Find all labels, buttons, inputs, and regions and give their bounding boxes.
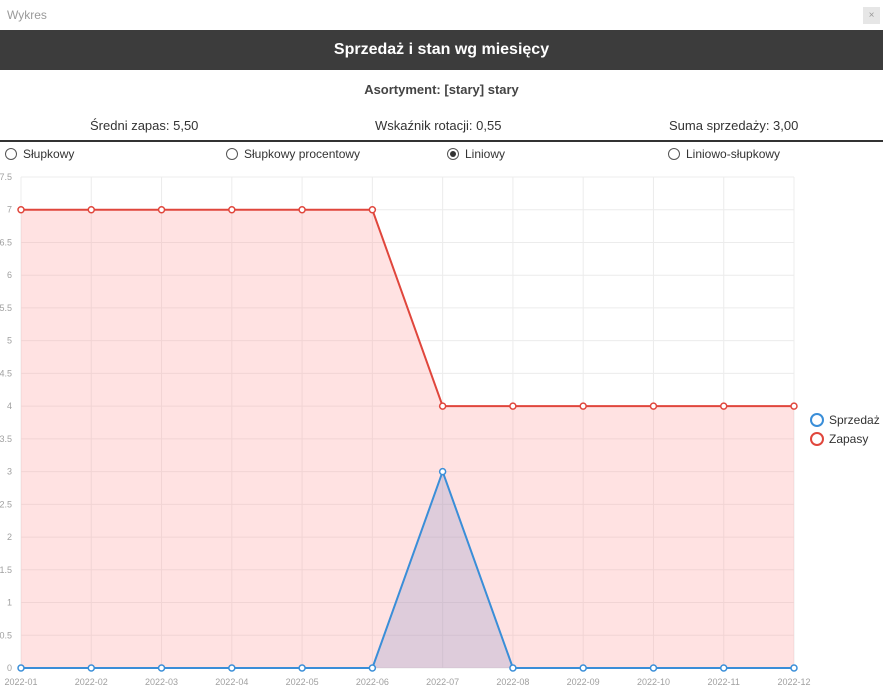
series-stock-point — [87, 205, 96, 214]
series-sales-point — [790, 664, 798, 672]
radio-line-bar-label: Liniowo-słupkowy — [686, 147, 781, 161]
y-tick-label: 2 — [7, 532, 12, 542]
y-tick-label: 3.5 — [0, 434, 12, 444]
series-stock-point — [649, 402, 658, 410]
radio-line-bar-dot[interactable] — [668, 148, 680, 160]
divider — [0, 140, 883, 142]
x-tick-label: 2022-08 — [496, 677, 529, 687]
series-sales-point — [157, 664, 166, 672]
chart-header: Sprzedaż i stan wg miesięcy — [0, 30, 883, 70]
close-icon[interactable]: × — [863, 7, 880, 24]
series-sales-point — [579, 664, 587, 672]
stats-row: Średni zapas: 5,50 Wskaźnik rotacji: 0,5… — [0, 118, 883, 136]
x-tick-label: 2022-09 — [567, 677, 600, 687]
y-tick-label: 0.5 — [0, 630, 12, 640]
x-tick-label: 2022-07 — [426, 677, 459, 687]
line-chart: 0 0.5 1 1.5 2 2.5 3 3.5 4 4.5 5 5.5 6 6.5 7 7.5 2022-01 2… — [0, 172, 880, 687]
radio-bar-label: Słupkowy — [23, 147, 75, 161]
series-sales-point — [298, 664, 306, 672]
series-sales-point — [438, 467, 447, 476]
x-tick-label: 2022-03 — [145, 677, 178, 687]
series-stock-point — [719, 402, 728, 410]
y-tick-label: 3 — [7, 467, 12, 477]
radio-bar[interactable]: Słupkowy — [5, 147, 74, 161]
radio-line[interactable]: Liniowy — [447, 147, 505, 161]
window-title: Wykres — [7, 8, 47, 22]
legend-marker — [810, 413, 824, 427]
x-tick-label: 2022-04 — [215, 677, 248, 687]
series-sales-point — [649, 664, 658, 672]
x-tick-label: 2022-06 — [356, 677, 389, 687]
radio-bar-dot[interactable] — [5, 148, 17, 160]
series-stock-point — [438, 402, 447, 410]
series-sales-line — [21, 468, 794, 669]
y-tick-label: 4.5 — [0, 368, 12, 378]
series-stock-point — [17, 205, 25, 214]
radio-line-label: Liniowy — [465, 147, 506, 161]
series-stock-area — [21, 209, 794, 668]
legend-label: Sprzedaż — [829, 413, 880, 427]
series-sales-point — [17, 664, 25, 672]
radio-bar-percent-dot[interactable] — [226, 148, 238, 160]
x-tick-label: 2022-12 — [777, 677, 810, 687]
series-stock-point — [790, 402, 798, 410]
series-stock-point — [368, 205, 377, 214]
radio-bar-percent-label: Słupkowy procentowy — [244, 147, 361, 161]
radio-bar-percent[interactable]: Słupkowy procentowy — [226, 147, 360, 161]
x-tick-label: 2022-05 — [286, 677, 319, 687]
radio-line-dot[interactable] — [447, 148, 459, 160]
y-tick-label: 5 — [7, 336, 12, 346]
y-tick-label: 2.5 — [0, 499, 12, 509]
series-stock-point — [157, 205, 166, 214]
y-tick-label: 0 — [7, 663, 12, 673]
series-sales-point — [719, 664, 728, 672]
series-sales-area — [21, 471, 794, 668]
x-tick-label: 2022-10 — [637, 677, 670, 687]
y-tick-label: 7.5 — [0, 172, 12, 182]
radio-line-bar[interactable]: Liniowo-słupkowy — [668, 147, 780, 161]
series-sales-point — [509, 664, 517, 672]
series-stock-point — [509, 402, 517, 410]
y-tick-label: 6.5 — [0, 237, 12, 247]
x-tick-label: 2022-01 — [4, 677, 37, 687]
sales-sum-stat: Suma sprzedaży: 3,00 — [669, 118, 799, 133]
x-tick-label: 2022-02 — [75, 677, 108, 687]
series-sales-point — [228, 664, 236, 672]
y-tick-label: 6 — [7, 270, 12, 280]
y-tick-label: 5.5 — [0, 303, 12, 313]
y-tick-label: 4 — [7, 401, 12, 411]
y-tick-label: 1.5 — [0, 565, 12, 575]
x-tick-label: 2022-11 — [708, 677, 740, 687]
legend-marker — [810, 432, 824, 446]
title-bar: Wykres × — [0, 0, 883, 30]
avg-stock-stat: Średni zapas: 5,50 — [90, 118, 199, 133]
assortment-label: Asortyment: [stary] stary — [364, 82, 519, 97]
series-stock-point — [228, 205, 236, 214]
legend-label: Zapasy — [829, 432, 868, 446]
y-tick-label: 7 — [7, 205, 12, 215]
series-stock-point — [298, 205, 306, 214]
series-sales-point — [368, 664, 377, 672]
chart-type-selector: Słupkowy Słupkowy procentowy Liniowy Lin… — [0, 147, 883, 165]
series-sales-point — [87, 664, 96, 672]
series-stock-line — [21, 208, 794, 408]
y-tick-label: 1 — [7, 598, 12, 608]
series-stock-point — [579, 402, 587, 410]
rotation-stat: Wskaźnik rotacji: 0,55 — [375, 118, 502, 133]
